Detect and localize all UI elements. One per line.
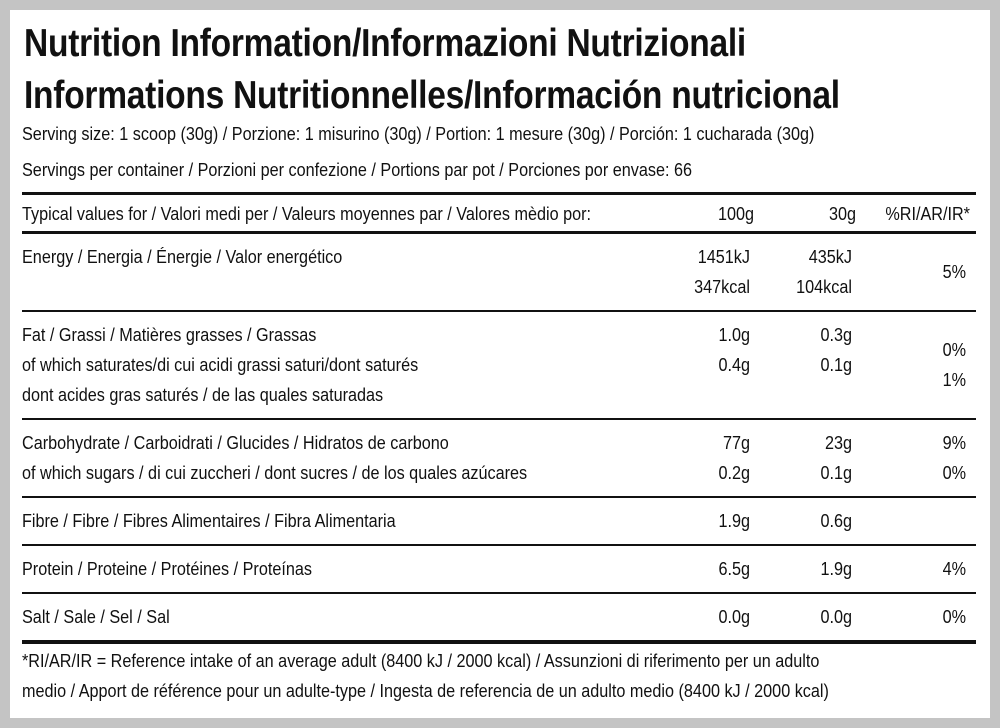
value-100g: 347kcal	[694, 277, 750, 297]
value-100g: 0.4g	[718, 355, 750, 375]
value-100g: 1.0g	[718, 325, 750, 345]
value-100g: 6.5g	[718, 559, 750, 579]
value-100g: 0.2g	[718, 463, 750, 483]
nutrient-label-cell: Energy / Energia / Énergie / Valor energ…	[22, 242, 650, 302]
title: Nutrition Information/Informazioni Nutri…	[24, 22, 746, 65]
nutrient-label-cell: Fat / Grassi / Matières grasses / Grassa…	[22, 320, 650, 410]
servings-per-container: Servings per container / Porzioni per co…	[22, 160, 692, 180]
value-30g: 1.9g	[820, 559, 852, 579]
value-30g: 104kcal	[796, 277, 852, 297]
reference-intake-cell: 0%	[852, 602, 966, 632]
value-30g: 23g	[824, 433, 852, 453]
value-100g: 1.9g	[718, 511, 750, 531]
value-30g: 0.1g	[820, 463, 852, 483]
value-100g-cell: 0.0g	[650, 602, 750, 632]
nutrient-group: Energy / Energia / Énergie / Valor energ…	[22, 234, 976, 312]
nutrition-table: Typical values for / Valori medi per / V…	[22, 192, 976, 644]
header-text: %RI/AR/IR*	[885, 204, 971, 224]
value-30g-cell: 23g 0.1g	[750, 428, 852, 488]
reference-intake: 4%	[942, 559, 966, 579]
nutrient-group: Salt / Sale / Sel / Sal 0.0g 0.0g 0%	[22, 594, 976, 644]
footnote-line: medio / Apport de référence pour un adul…	[22, 681, 829, 701]
reference-intake-cell: 5%	[852, 257, 966, 287]
value-100g: 1451kJ	[697, 247, 750, 267]
reference-intake: 1%	[942, 370, 966, 390]
value-30g: 0.6g	[820, 511, 852, 531]
serving-size: Serving size: 1 scoop (30g) / Porzione: …	[22, 124, 815, 144]
nutrient-label: of which sugars / di cui zuccheri / dont…	[22, 463, 528, 483]
nutrient-label: Protein / Proteine / Protéines / Proteín…	[22, 559, 312, 579]
nutrient-group: Fibre / Fibre / Fibres Alimentaires / Fi…	[22, 498, 976, 546]
nutrient-label: of which saturates/di cui acidi grassi s…	[22, 355, 419, 375]
table-header: Typical values for / Valori medi per / V…	[22, 192, 976, 234]
nutrient-group: Fat / Grassi / Matières grasses / Grassa…	[22, 312, 976, 420]
reference-intake: 0%	[942, 340, 966, 360]
nutrient-label-cell: Fibre / Fibre / Fibres Alimentaires / Fi…	[22, 506, 650, 536]
reference-intake-cell: 4%	[852, 554, 966, 584]
nutrient-label: Fibre / Fibre / Fibres Alimentaires / Fi…	[22, 511, 396, 531]
nutrient-label: Fat / Grassi / Matières grasses / Grassa…	[22, 325, 317, 345]
header-cell: 30g	[754, 199, 856, 229]
nutrient-label: Energy / Energia / Énergie / Valor energ…	[22, 247, 343, 267]
value-30g-cell: 0.0g	[750, 602, 852, 632]
nutrition-label: Nutrition Information/Informazioni Nutri…	[10, 10, 990, 718]
value-100g-cell: 1.0g 0.4g	[650, 320, 750, 410]
value-30g: 435kJ	[808, 247, 852, 267]
nutrient-label-cell: Carbohydrate / Carboidrati / Glucides / …	[22, 428, 650, 488]
title: Informations Nutritionnelles/Información…	[24, 74, 840, 117]
value-100g-cell: 1451kJ 347kcal	[650, 242, 750, 302]
value-100g: 0.0g	[718, 607, 750, 627]
value-100g-cell: 1.9g	[650, 506, 750, 536]
value-30g-cell: 435kJ 104kcal	[750, 242, 852, 302]
nutrient-label: Carbohydrate / Carboidrati / Glucides / …	[22, 433, 449, 453]
nutrient-label-cell: Protein / Proteine / Protéines / Proteín…	[22, 554, 650, 584]
header-text: 30g	[829, 204, 857, 224]
value-100g-cell: 6.5g	[650, 554, 750, 584]
nutrient-group: Carbohydrate / Carboidrati / Glucides / …	[22, 420, 976, 498]
nutrient-group: Protein / Proteine / Protéines / Proteín…	[22, 546, 976, 594]
reference-intake: 0%	[942, 607, 966, 627]
reference-intake-cell: 0% 1%	[852, 335, 966, 395]
reference-intake: 9%	[942, 433, 966, 453]
value-30g: 0.1g	[820, 355, 852, 375]
header-text: Typical values for / Valori medi per / V…	[22, 204, 592, 224]
header-cell: 100g	[654, 199, 754, 229]
reference-intake: 0%	[942, 463, 966, 483]
reference-intake-cell: 9% 0%	[852, 428, 966, 488]
value-30g: 0.3g	[820, 325, 852, 345]
header-text: 100g	[718, 204, 755, 224]
header-cell: %RI/AR/IR*	[856, 199, 971, 229]
nutrient-label: Salt / Sale / Sel / Sal	[22, 607, 170, 627]
value-30g-cell: 1.9g	[750, 554, 852, 584]
value-30g: 0.0g	[820, 607, 852, 627]
value-100g: 77g	[722, 433, 750, 453]
header-cell: Typical values for / Valori medi per / V…	[22, 199, 654, 229]
footnote-line: *RI/AR/IR = Reference intake of an avera…	[22, 651, 820, 671]
value-100g-cell: 77g 0.2g	[650, 428, 750, 488]
nutrient-label: dont acides gras saturés / de las quales…	[22, 385, 384, 405]
reference-intake: 5%	[942, 262, 966, 282]
value-30g-cell: 0.6g	[750, 506, 852, 536]
nutrient-label-cell: Salt / Sale / Sel / Sal	[22, 602, 650, 632]
footnote: *RI/AR/IR = Reference intake of an avera…	[22, 646, 919, 706]
value-30g-cell: 0.3g 0.1g	[750, 320, 852, 410]
